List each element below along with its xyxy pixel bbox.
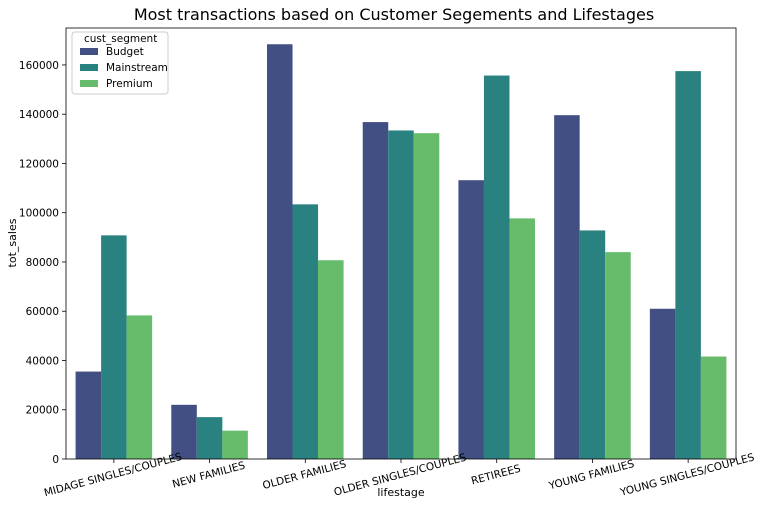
x-axis-label: lifestage [377,486,425,499]
bar-premium-0 [126,315,153,459]
bar-premium-4 [509,218,535,459]
plot-area [65,27,737,460]
y-axis-label: tot_sales [6,218,19,267]
bar-mainstream-1 [196,417,223,459]
bar-mainstream-3 [388,130,414,459]
bar-mainstream-5 [579,230,606,459]
bar-mainstream-2 [292,204,319,459]
y-tick-label: 120000 [19,158,59,170]
y-tick-label: 60000 [26,306,59,318]
bar-budget-5 [554,115,580,459]
bar-premium-5 [605,252,631,459]
legend-label-premium: Premium [106,78,153,90]
bar-budget-1 [171,404,197,459]
legend-label-budget: Budget [106,46,144,58]
y-axis: 0 20000 40000 60000 80000 100000 120000 140000 1… [19,60,66,466]
y-tick-label: 100000 [19,208,59,220]
bar-premium-6 [700,356,727,459]
bar-budget-6 [649,308,676,459]
bar-mainstream-0 [101,235,127,459]
bar-premium-1 [222,430,248,459]
legend-swatch-budget [80,48,98,55]
bar-budget-4 [458,180,484,459]
bar-mainstream-6 [675,71,701,459]
y-tick-label: 80000 [26,257,59,269]
y-tick-label: 40000 [26,355,59,367]
bar-premium-3 [413,133,440,459]
x-tick-label: RETIREES [470,463,522,488]
bar-mainstream-4 [483,75,510,459]
legend-box [71,31,169,95]
legend-swatch-mainstream [80,64,98,71]
y-tick-label: 20000 [26,405,59,417]
y-tick-label: 140000 [19,109,59,121]
bar-budget-0 [75,371,102,459]
x-tick-label: NEW FAMILIES [171,460,247,491]
y-tick-label: 0 [52,454,59,466]
legend-swatch-premium [80,80,98,87]
legend-title: cust_segment [84,33,157,45]
chart-title: Most transactions based on Customer Sege… [134,5,654,24]
bar-premium-2 [318,260,344,459]
bar-budget-3 [362,122,389,459]
bar-budget-2 [267,44,293,460]
legend-label-mainstream: Mainstream [106,62,168,74]
y-tick-label: 160000 [19,60,59,72]
